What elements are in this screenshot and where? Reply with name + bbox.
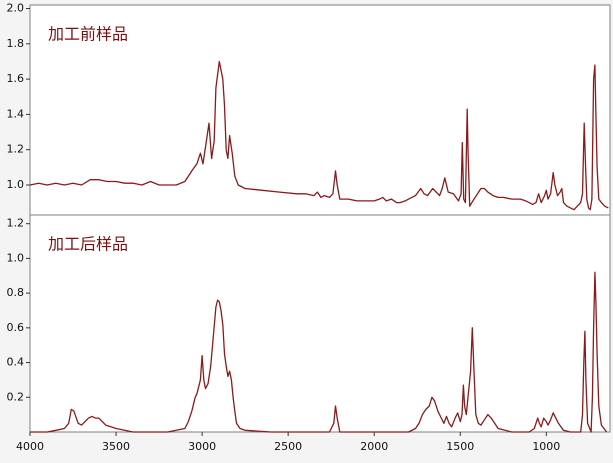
y-tick-label: 1.0 — [7, 251, 25, 264]
y-tick-label: 0.8 — [7, 286, 25, 299]
plot-area — [29, 214, 611, 433]
x-tick-label: 3000 — [188, 440, 216, 453]
y-tick-label: 0.2 — [7, 390, 25, 403]
y-tick-label: 0.4 — [7, 356, 25, 369]
y-tick-label: 0.6 — [7, 321, 25, 334]
annotation: 加工前样品 — [48, 25, 128, 44]
y-tick-label: 1.6 — [7, 72, 25, 85]
x-tick-label: 2000 — [360, 440, 388, 453]
y-tick-label: 1.4 — [7, 107, 25, 120]
x-tick-label: 1500 — [446, 440, 474, 453]
x-tick-label: 2500 — [274, 440, 302, 453]
y-tick-label: 2.0 — [7, 2, 25, 15]
spectrum-line — [30, 271, 608, 433]
x-tick-label: 4000 — [16, 440, 44, 453]
plot-area — [29, 4, 611, 216]
x-tick-label: 3500 — [102, 440, 130, 453]
y-tick-label: 1.2 — [7, 143, 25, 156]
y-tick-label: 1.2 — [7, 217, 25, 230]
spectrum-line — [29, 60, 609, 211]
x-tick-label: 1000 — [532, 440, 560, 453]
annotation: 加工后样品 — [48, 235, 128, 254]
y-tick-label: 1.8 — [7, 37, 25, 50]
y-tick-label: 1.0 — [7, 178, 25, 191]
